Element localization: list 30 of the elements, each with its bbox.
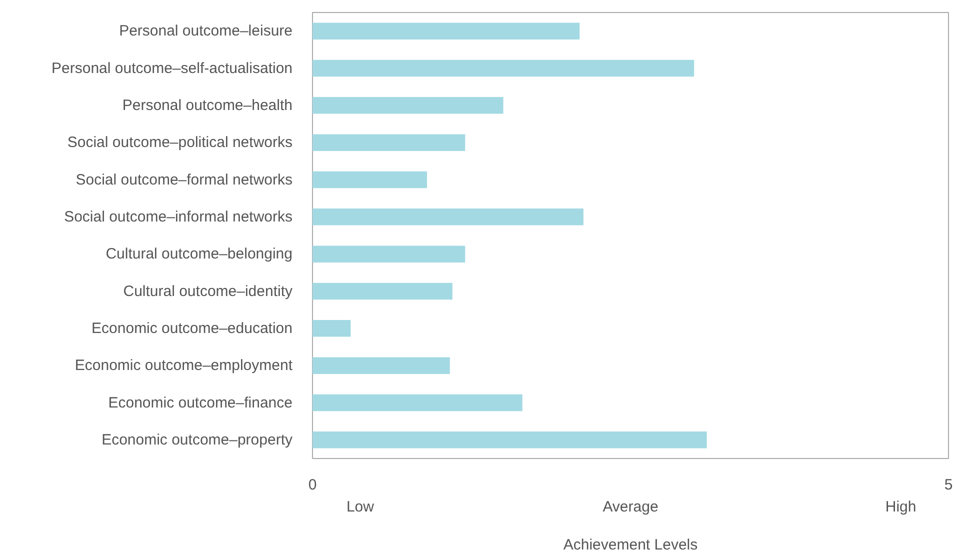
y-tick-label: Cultural outcome–belonging (106, 246, 293, 263)
bar (312, 320, 351, 337)
bar (312, 394, 522, 412)
bar (312, 282, 452, 300)
y-tick-label: Personal outcome–self-actualisation (52, 60, 292, 77)
y-tick-label: Social outcome–formal networks (76, 171, 293, 188)
y-tick-label: Economic outcome–employment (74, 357, 294, 374)
y-tick-label: Economic outcome–education (92, 320, 293, 337)
x-tick-label: 5 (944, 476, 953, 494)
text: Average (602, 498, 658, 516)
y-tick-label: Personal outcome–health (122, 96, 293, 114)
bar (312, 246, 466, 262)
bar (312, 171, 427, 188)
x-tick-label: 0 (308, 476, 317, 494)
x-axis-title: Achievement Levels (563, 536, 698, 554)
y-tick-label: Economic outcome–finance (108, 394, 293, 412)
y-tick-label: Personal outcome–leisure (119, 22, 293, 40)
y-tick-label: Social outcome–political networks (67, 134, 293, 152)
y-tick-label: Economic outcome–property (102, 431, 293, 448)
bar (312, 208, 584, 226)
text: Low (346, 498, 374, 516)
bar (312, 22, 580, 40)
bar (312, 432, 707, 448)
bar (312, 97, 504, 114)
bar (312, 134, 466, 151)
y-tick-label: Social outcome–informal networks (64, 208, 292, 226)
bar (312, 357, 450, 374)
y-tick-label: Cultural outcome–identity (123, 282, 293, 300)
bar (312, 60, 694, 77)
text: High (885, 498, 916, 516)
